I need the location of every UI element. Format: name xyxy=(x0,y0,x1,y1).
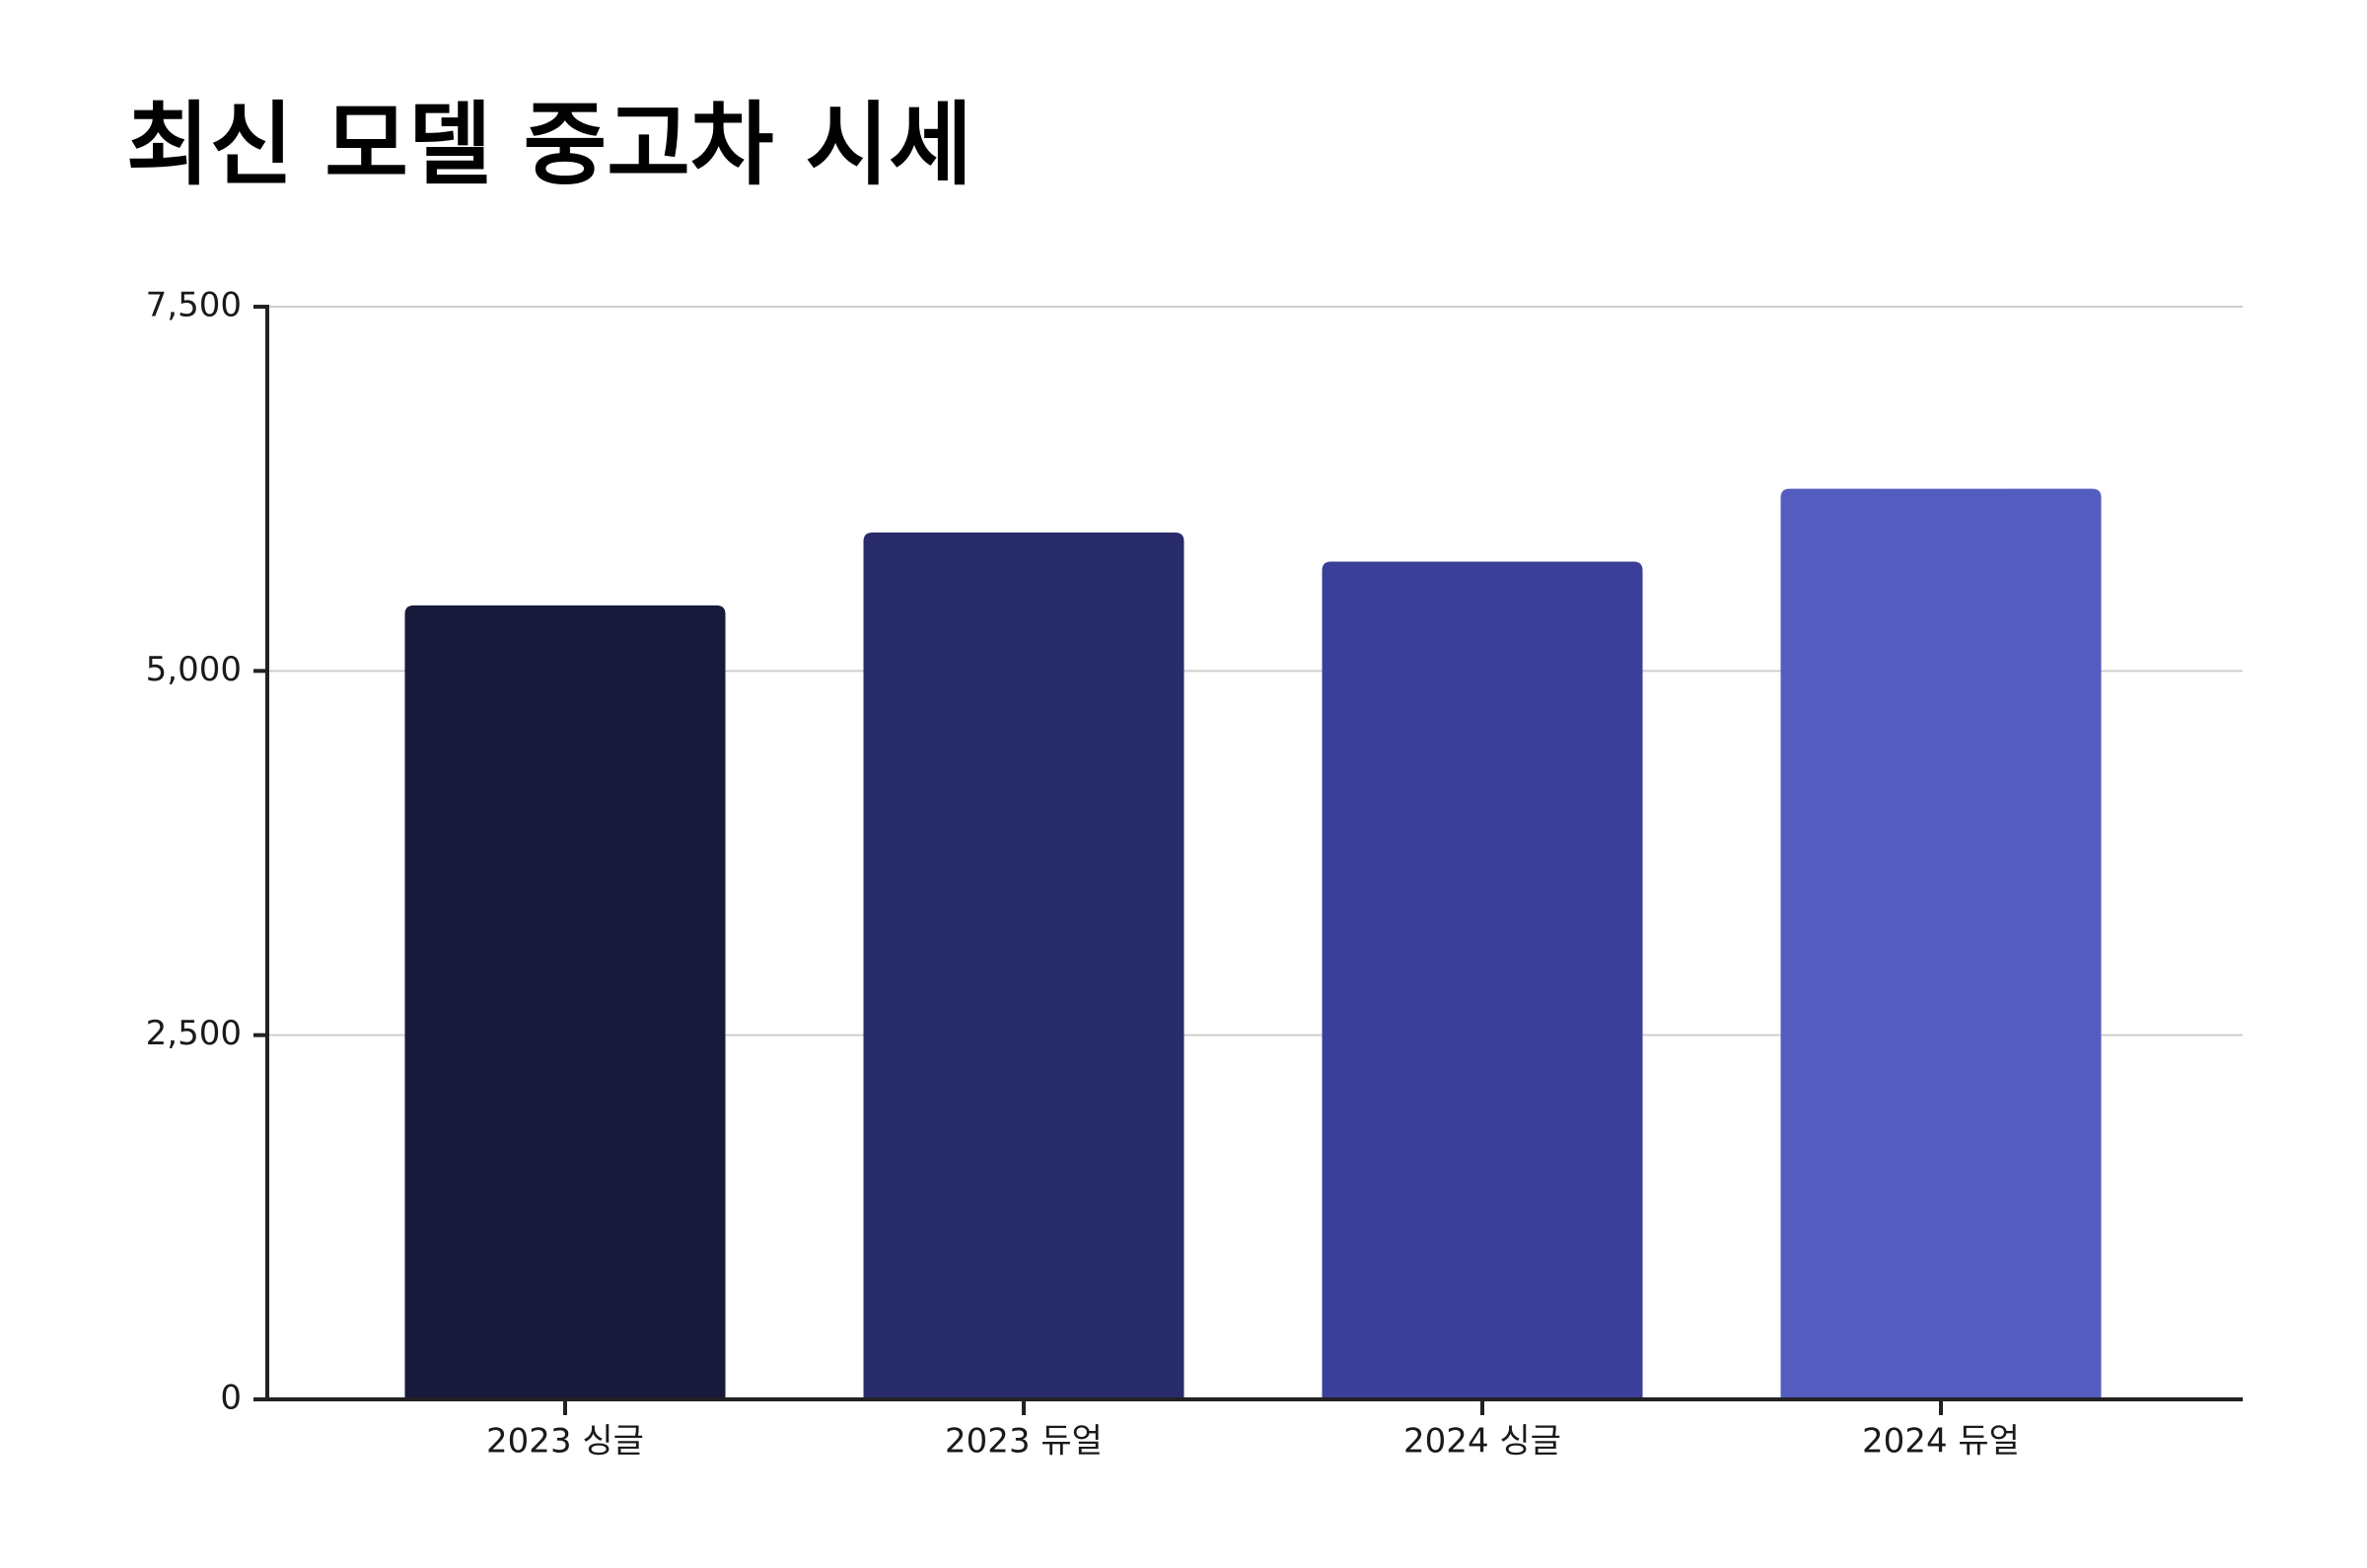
y-tick-label: 0 xyxy=(220,1379,242,1418)
x-tick-label: 2023 싱글 xyxy=(486,1422,644,1461)
y-tick-label: 5,000 xyxy=(146,650,242,689)
x-tick-label: 2024 듀얼 xyxy=(1862,1422,2020,1461)
bar xyxy=(863,532,1184,1399)
x-tick-label: 2024 싱글 xyxy=(1403,1422,1561,1461)
chart-title: 최신 모델 중고차 시세 xyxy=(126,92,972,197)
bar xyxy=(1322,561,1643,1399)
y-tick-label: 7,500 xyxy=(146,286,242,325)
x-tick-label: 2023 듀얼 xyxy=(945,1422,1103,1461)
bar xyxy=(404,605,726,1399)
bar xyxy=(1780,488,2102,1400)
y-tick-label: 2,500 xyxy=(146,1014,242,1053)
